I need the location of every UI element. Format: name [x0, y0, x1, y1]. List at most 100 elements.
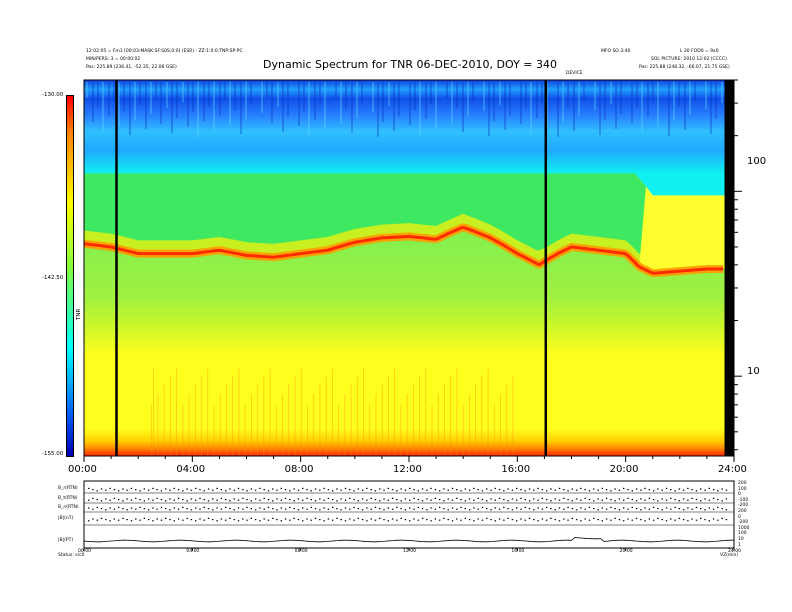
- lower-trace-dot: [340, 519, 342, 521]
- lower-trace-dot: [327, 497, 330, 499]
- lower-trace-dot: [567, 490, 569, 492]
- lower-trace-dot: [216, 487, 218, 489]
- lower-trace-dot: [220, 489, 223, 491]
- lower-trace-dot: [263, 497, 265, 499]
- lower-trace-dot: [588, 490, 591, 492]
- lower-trace-dot: [670, 489, 672, 491]
- lower-trace-dot: [147, 489, 150, 491]
- lower-trace-dot: [216, 499, 218, 501]
- lower-trace-dot: [541, 508, 544, 510]
- lower-trace-dot: [700, 500, 702, 502]
- lower-trace-dot: [100, 517, 103, 519]
- lower-trace-dot: [627, 497, 629, 499]
- lower-trace-dot: [109, 487, 111, 489]
- lower-trace-dot: [665, 499, 668, 501]
- lower-trace-dot: [601, 507, 603, 509]
- lower-trace-dot: [618, 498, 621, 500]
- lower-trace-dot: [704, 509, 706, 511]
- lower-trace-dot: [593, 517, 595, 519]
- lower-trace-dot: [122, 488, 124, 490]
- lower-trace-dot: [400, 517, 402, 519]
- lower-trace-dot: [507, 500, 509, 502]
- lower-trace-dot: [657, 517, 659, 519]
- lower-trace-dot: [263, 508, 265, 510]
- lower-trace-dot: [156, 518, 158, 520]
- lower-trace-dot: [370, 508, 372, 510]
- lower-trace-dot: [601, 487, 603, 489]
- lower-trace-dot: [340, 489, 342, 491]
- lower-trace-dot: [331, 499, 334, 501]
- lower-row-label: |B|(PT): [58, 538, 74, 543]
- lower-trace-dot: [370, 497, 372, 499]
- lower-trace-dot: [477, 508, 479, 510]
- lower-trace-dot: [152, 487, 154, 489]
- lower-trace-dot: [374, 490, 377, 492]
- lower-trace-dot: [319, 489, 321, 491]
- lower-trace-dot: [152, 499, 154, 501]
- lower-trace-dot: [404, 498, 407, 500]
- lower-trace-dot: [503, 506, 505, 508]
- lower-trace-dot: [657, 488, 659, 490]
- lower-trace-dot: [349, 508, 351, 510]
- lower-trace-dot: [473, 507, 475, 509]
- lower-trace-dot: [297, 489, 300, 491]
- lower-trace-dot: [203, 490, 205, 492]
- spectrum-low-freq-band: [84, 428, 734, 456]
- lower-trace-dot: [691, 497, 693, 499]
- lower-trace-dot: [254, 519, 257, 521]
- lower-trace-dot: [516, 499, 518, 501]
- lower-trace-dot: [117, 506, 120, 508]
- lower-right-tick: 10: [738, 537, 744, 542]
- lower-trace-dot: [117, 519, 120, 521]
- lower-trace-dot: [477, 489, 479, 491]
- lower-trace-dot: [610, 499, 612, 501]
- lower-trace-dot: [147, 519, 150, 521]
- lower-trace-dot: [648, 497, 651, 499]
- lower-trace-dot: [152, 520, 154, 522]
- lower-trace-dot: [460, 519, 462, 521]
- lower-trace-dot: [361, 489, 364, 491]
- lower-right-tick: 1: [738, 542, 741, 548]
- lower-trace-dot: [331, 506, 334, 508]
- lower-trace-dot: [357, 517, 360, 519]
- lower-trace-dot: [319, 509, 321, 511]
- lower-trace-dot: [652, 490, 655, 492]
- lower-right-tick: -200: [738, 503, 749, 509]
- lower-trace-dot: [224, 499, 227, 501]
- lower-trace-dot: [207, 488, 210, 490]
- lower-line-trace: [83, 537, 734, 543]
- lower-trace-dot: [92, 518, 94, 520]
- lower-trace-dot: [528, 508, 531, 510]
- lower-trace-dot: [409, 487, 411, 489]
- lower-trace-dot: [224, 506, 227, 508]
- lower-trace-dot: [464, 488, 467, 490]
- lower-trace-dot: [503, 519, 505, 521]
- spectrum-blue-band: [84, 80, 734, 174]
- lower-trace-dot: [212, 489, 214, 491]
- lower-trace-dot: [580, 507, 582, 509]
- lower-trace-dot: [336, 488, 338, 490]
- lower-trace-dot: [310, 490, 312, 492]
- lower-trace-dot: [652, 499, 655, 501]
- lower-trace-dot: [528, 517, 531, 519]
- lower-trace-dot: [644, 507, 646, 509]
- lower-trace-dot: [541, 497, 544, 499]
- lower-trace-dot: [593, 488, 595, 490]
- lower-trace-dot: [190, 509, 193, 511]
- lower-trace-dot: [310, 519, 312, 521]
- lower-trace-dot: [336, 517, 338, 519]
- lower-trace-dot: [323, 487, 325, 489]
- lower-trace-dot: [323, 520, 325, 522]
- lower-trace-dot: [156, 489, 158, 491]
- lower-trace-dot: [169, 489, 171, 491]
- lower-trace-dot: [597, 489, 599, 491]
- lower-trace-dot: [400, 488, 402, 490]
- lower-trace-dot: [379, 517, 381, 519]
- lower-trace-dot: [96, 490, 98, 492]
- lower-trace-dot: [391, 489, 394, 491]
- lower-trace-dot: [451, 487, 454, 489]
- lower-trace-dot: [545, 506, 548, 508]
- lower-trace-dot: [554, 498, 556, 500]
- lower-trace-dot: [105, 509, 107, 511]
- lower-trace-dot: [712, 497, 715, 499]
